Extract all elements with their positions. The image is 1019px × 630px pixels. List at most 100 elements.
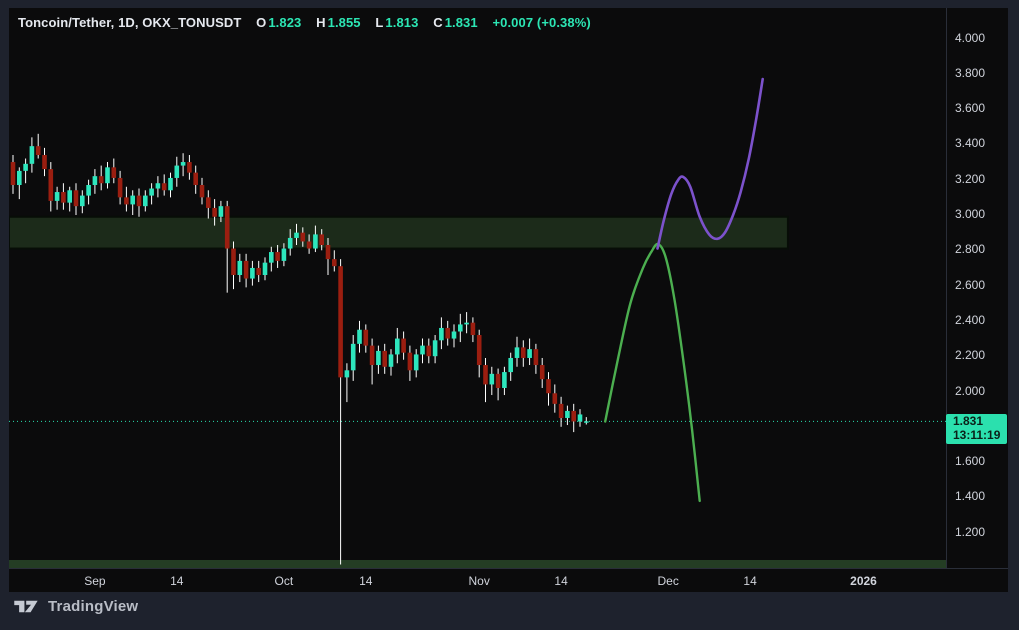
candle[interactable] bbox=[143, 190, 148, 212]
candle[interactable] bbox=[565, 405, 570, 426]
candle[interactable] bbox=[313, 225, 318, 253]
symbol-legend[interactable]: Toncoin/Tether, 1D, OKX_TONUSDT O 1.823 H… bbox=[18, 15, 591, 30]
candle[interactable] bbox=[470, 317, 476, 343]
candle[interactable] bbox=[325, 237, 331, 276]
tradingview-branding[interactable]: TradingView bbox=[14, 598, 138, 615]
candle[interactable] bbox=[237, 253, 243, 283]
candle[interactable] bbox=[86, 179, 91, 205]
candle[interactable] bbox=[218, 200, 224, 223]
candle[interactable] bbox=[439, 317, 444, 350]
candle[interactable] bbox=[382, 343, 387, 374]
candle[interactable] bbox=[426, 338, 432, 364]
candle[interactable] bbox=[111, 158, 117, 184]
candle[interactable] bbox=[61, 183, 66, 210]
candle[interactable] bbox=[571, 403, 576, 433]
candle[interactable] bbox=[73, 183, 79, 215]
candle[interactable] bbox=[187, 154, 192, 180]
candle[interactable] bbox=[48, 162, 54, 212]
candle[interactable] bbox=[130, 190, 135, 215]
candle[interactable] bbox=[149, 183, 154, 205]
candle[interactable] bbox=[206, 190, 211, 219]
candle[interactable] bbox=[224, 200, 230, 293]
candle[interactable] bbox=[174, 156, 180, 187]
candle[interactable] bbox=[80, 190, 85, 214]
candle[interactable] bbox=[193, 165, 198, 194]
candle[interactable] bbox=[451, 324, 457, 348]
candle[interactable] bbox=[275, 245, 280, 268]
candle[interactable] bbox=[420, 338, 425, 364]
candle[interactable] bbox=[161, 174, 167, 196]
candle[interactable] bbox=[338, 259, 343, 565]
candle[interactable] bbox=[23, 158, 28, 184]
candle[interactable] bbox=[464, 312, 469, 334]
time-axis[interactable]: Sep 14 Oct 14 Nov 14 Dec 14 2026 bbox=[9, 568, 1008, 593]
candle[interactable] bbox=[281, 243, 287, 267]
candle[interactable] bbox=[407, 345, 413, 381]
symbol-title[interactable]: Toncoin/Tether, 1D, OKX_TONUSDT bbox=[18, 15, 242, 30]
candle[interactable] bbox=[10, 154, 16, 194]
candle[interactable] bbox=[502, 366, 507, 396]
candle[interactable] bbox=[514, 336, 520, 367]
candle[interactable] bbox=[369, 338, 375, 385]
candle[interactable] bbox=[483, 357, 488, 403]
candle[interactable] bbox=[584, 417, 589, 425]
candle[interactable] bbox=[300, 227, 306, 247]
candle[interactable] bbox=[521, 340, 526, 367]
candle[interactable] bbox=[552, 384, 558, 413]
candle[interactable] bbox=[67, 186, 72, 212]
candle[interactable] bbox=[577, 409, 583, 427]
purple-projection-curve[interactable] bbox=[656, 77, 764, 250]
candle[interactable] bbox=[401, 331, 406, 360]
candle[interactable] bbox=[180, 153, 186, 177]
candle[interactable] bbox=[388, 349, 394, 376]
candle[interactable] bbox=[357, 320, 362, 353]
candle[interactable] bbox=[155, 176, 161, 198]
candlestick-plot[interactable] bbox=[9, 8, 946, 568]
candle[interactable] bbox=[262, 257, 268, 281]
candle[interactable] bbox=[495, 368, 501, 401]
candle[interactable] bbox=[539, 357, 545, 388]
candle[interactable] bbox=[269, 246, 274, 272]
candle[interactable] bbox=[124, 186, 129, 212]
candle[interactable] bbox=[287, 229, 293, 256]
candle[interactable] bbox=[136, 188, 142, 217]
candle[interactable] bbox=[35, 133, 41, 159]
green-projection-curve[interactable] bbox=[604, 242, 701, 503]
candle[interactable] bbox=[168, 172, 173, 198]
candle[interactable] bbox=[212, 199, 217, 226]
candle[interactable] bbox=[332, 250, 337, 272]
candle[interactable] bbox=[199, 177, 205, 205]
candle[interactable] bbox=[98, 165, 104, 191]
candle[interactable] bbox=[533, 343, 539, 374]
candle[interactable] bbox=[319, 229, 324, 251]
candle[interactable] bbox=[250, 260, 255, 286]
candle[interactable] bbox=[395, 327, 400, 364]
candle[interactable] bbox=[105, 162, 110, 189]
supply-zone-rectangle[interactable] bbox=[9, 215, 789, 250]
candle[interactable] bbox=[92, 169, 98, 194]
candle[interactable] bbox=[243, 253, 249, 288]
candle[interactable] bbox=[432, 335, 438, 364]
candle[interactable] bbox=[17, 167, 22, 200]
candle[interactable] bbox=[508, 352, 513, 381]
candle[interactable] bbox=[350, 335, 356, 381]
candle[interactable] bbox=[344, 363, 350, 403]
price-axis[interactable]: 4.000 3.800 3.600 3.400 3.200 3.000 2.800 2.600… bbox=[946, 8, 1009, 568]
candle[interactable] bbox=[256, 260, 261, 283]
candle[interactable] bbox=[54, 186, 60, 210]
candle[interactable] bbox=[376, 345, 381, 374]
candle[interactable] bbox=[445, 320, 450, 346]
candle[interactable] bbox=[558, 396, 564, 427]
candle[interactable] bbox=[363, 324, 369, 353]
candle[interactable] bbox=[306, 234, 312, 254]
candle[interactable] bbox=[458, 313, 463, 343]
candle[interactable] bbox=[476, 329, 482, 378]
candle[interactable] bbox=[29, 137, 35, 173]
candle[interactable] bbox=[546, 372, 551, 406]
candle[interactable] bbox=[231, 241, 236, 290]
candle[interactable] bbox=[489, 366, 495, 396]
candle[interactable] bbox=[413, 349, 419, 378]
candle[interactable] bbox=[42, 147, 47, 177]
candle[interactable] bbox=[117, 170, 123, 205]
candle[interactable] bbox=[294, 223, 299, 246]
